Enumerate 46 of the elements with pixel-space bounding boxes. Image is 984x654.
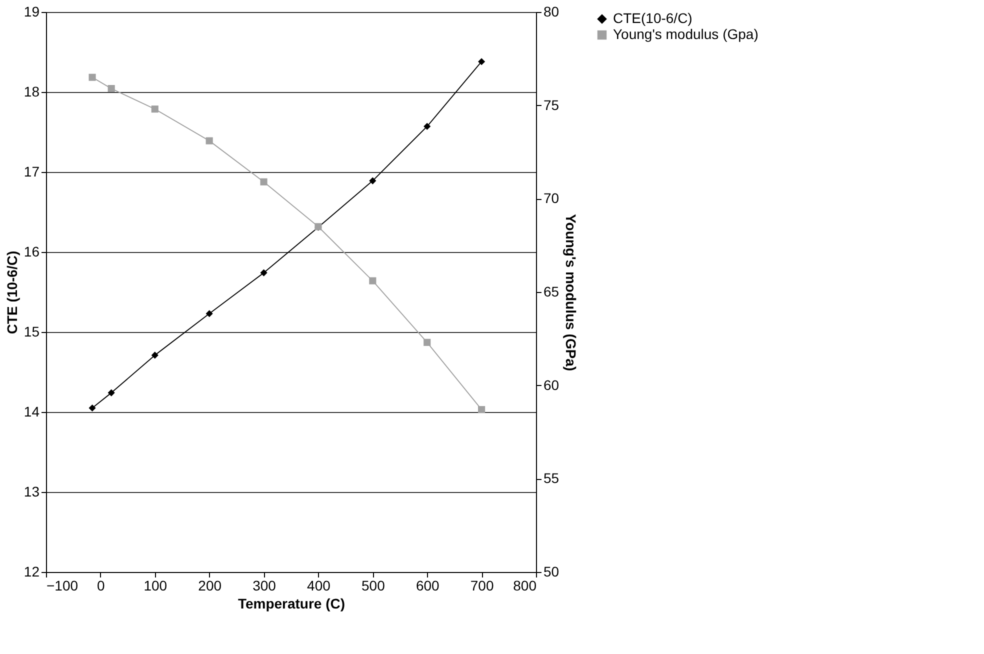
point: [424, 338, 431, 346]
point: [88, 404, 96, 412]
x-tick-label: 0: [97, 578, 106, 594]
y2-tick-label: 75: [544, 96, 560, 113]
x-tick-label: −100: [46, 578, 78, 594]
x-tick-label: 500: [361, 578, 386, 594]
point: [260, 178, 268, 186]
y-tick-label: 17: [24, 164, 40, 180]
point: [206, 137, 213, 144]
x-tick-label: 800: [513, 578, 537, 594]
y-tick-label: 15: [24, 324, 40, 340]
point: [369, 177, 376, 184]
x-axis-title: Temperature (C): [238, 596, 346, 612]
x-tick-label: 300: [252, 578, 276, 594]
x-tick-label: 700: [470, 578, 494, 594]
x-tick-label: 200: [198, 578, 222, 594]
y2-tick-label: 70: [544, 190, 560, 206]
point: [108, 84, 115, 92]
y-tick-label: 13: [24, 484, 40, 500]
point: [369, 277, 376, 284]
y-tick-label: 19: [24, 4, 40, 20]
point: [151, 106, 158, 113]
y2-tick-label: 80: [544, 4, 560, 20]
point: [88, 74, 96, 81]
point: [478, 406, 486, 414]
point: [260, 269, 268, 276]
y2-tick-label: 65: [544, 284, 560, 300]
point: [206, 310, 213, 318]
y-axis-title: CTE (10-6/C): [4, 250, 20, 334]
legend-label: Young's modulus (Gpa): [613, 26, 758, 42]
x-tick-label: 600: [416, 578, 440, 594]
y-tick-label: 14: [24, 404, 40, 420]
y2-tick-label: 60: [544, 376, 560, 393]
point: [424, 122, 431, 130]
point: [478, 58, 486, 66]
x-tick-label: 400: [307, 578, 331, 594]
point: [108, 389, 115, 396]
y-tick-label: 16: [24, 244, 40, 260]
y2-tick-label: 50: [544, 564, 560, 580]
y2-axis-title: Young's modulus (GPa): [563, 214, 580, 372]
x-tick-label: 100: [144, 578, 168, 594]
y-tick-label: 12: [24, 564, 40, 580]
legend-label: CTE(10-6/C): [613, 10, 692, 26]
y-tick-label: 18: [24, 84, 40, 100]
point: [151, 352, 158, 359]
y2-tick-label: 55: [544, 470, 560, 486]
